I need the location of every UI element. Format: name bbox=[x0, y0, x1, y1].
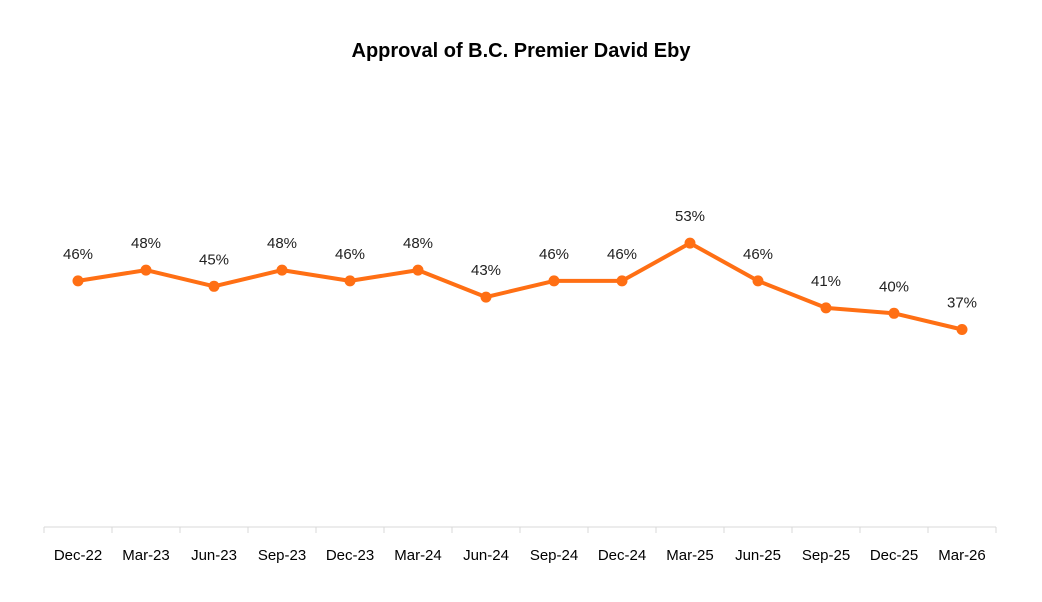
x-tick-label-mar-26: Mar-26 bbox=[938, 547, 986, 564]
data-label-sep-25: 41% bbox=[811, 273, 841, 290]
data-point-mar-25 bbox=[684, 237, 696, 249]
data-label-sep-24: 46% bbox=[539, 246, 569, 263]
data-point-sep-24 bbox=[548, 275, 560, 287]
data-label-jun-25: 46% bbox=[743, 246, 773, 263]
data-point-dec-24 bbox=[616, 275, 628, 287]
data-point-jun-25 bbox=[752, 275, 764, 287]
x-tick-label-sep-24: Sep-24 bbox=[530, 547, 578, 564]
data-point-sep-25 bbox=[820, 302, 832, 314]
data-label-dec-24: 46% bbox=[607, 246, 637, 263]
x-tick-label-jun-24: Jun-24 bbox=[463, 547, 509, 564]
x-tick-labels: Dec-22 Mar-23 Jun-23 Sep-23 Dec-23 Mar-24 Jun-… bbox=[54, 547, 986, 564]
data-label-dec-22: 46% bbox=[63, 246, 93, 263]
data-point-mar-26 bbox=[956, 324, 968, 335]
data-label-mar-24: 48% bbox=[403, 235, 433, 252]
x-tick-label-sep-25: Sep-25 bbox=[802, 547, 850, 564]
x-axis bbox=[43, 526, 997, 533]
x-tick-label-mar-24: Mar-24 bbox=[394, 547, 442, 564]
data-point-dec-22 bbox=[72, 275, 84, 287]
data-point-jun-23 bbox=[208, 280, 220, 292]
data-label-mar-23: 48% bbox=[131, 235, 161, 252]
series-line bbox=[76, 241, 964, 332]
data-point-dec-25 bbox=[888, 307, 900, 319]
data-label-jun-23: 45% bbox=[199, 251, 229, 268]
data-point-mar-24 bbox=[412, 264, 424, 276]
series-line-layer bbox=[76, 241, 964, 332]
chart-title: Approval of B.C. Premier David Eby bbox=[351, 40, 691, 62]
x-tick-label-dec-23: Dec-23 bbox=[326, 547, 374, 564]
data-label-mar-25: 53% bbox=[675, 208, 705, 225]
data-points bbox=[72, 237, 968, 335]
data-point-mar-23 bbox=[140, 264, 152, 276]
data-label-mar-26: 37% bbox=[947, 295, 977, 312]
x-tick-label-mar-23: Mar-23 bbox=[122, 547, 170, 564]
data-label-dec-25: 40% bbox=[879, 278, 909, 295]
data-point-jun-24 bbox=[480, 291, 492, 303]
x-tick-label-dec-22: Dec-22 bbox=[54, 547, 102, 564]
data-label-jun-24: 43% bbox=[471, 262, 501, 279]
data-label-dec-23: 46% bbox=[335, 246, 365, 263]
x-tick-label-mar-25: Mar-25 bbox=[666, 547, 714, 564]
data-labels: 46% 48% 45% 48% 46% 48% 43% 46% 46% 53% 46% 41% 40% 3… bbox=[63, 208, 977, 311]
x-tick-label-jun-25: Jun-25 bbox=[735, 547, 781, 564]
data-label-sep-23: 48% bbox=[267, 235, 297, 252]
x-tick-label-dec-25: Dec-25 bbox=[870, 547, 918, 564]
data-point-dec-23 bbox=[344, 275, 356, 287]
x-tick-label-dec-24: Dec-24 bbox=[598, 547, 646, 564]
x-tick-label-jun-23: Jun-23 bbox=[191, 547, 237, 564]
data-point-sep-23 bbox=[276, 264, 288, 276]
x-tick-label-sep-23: Sep-23 bbox=[258, 547, 306, 564]
